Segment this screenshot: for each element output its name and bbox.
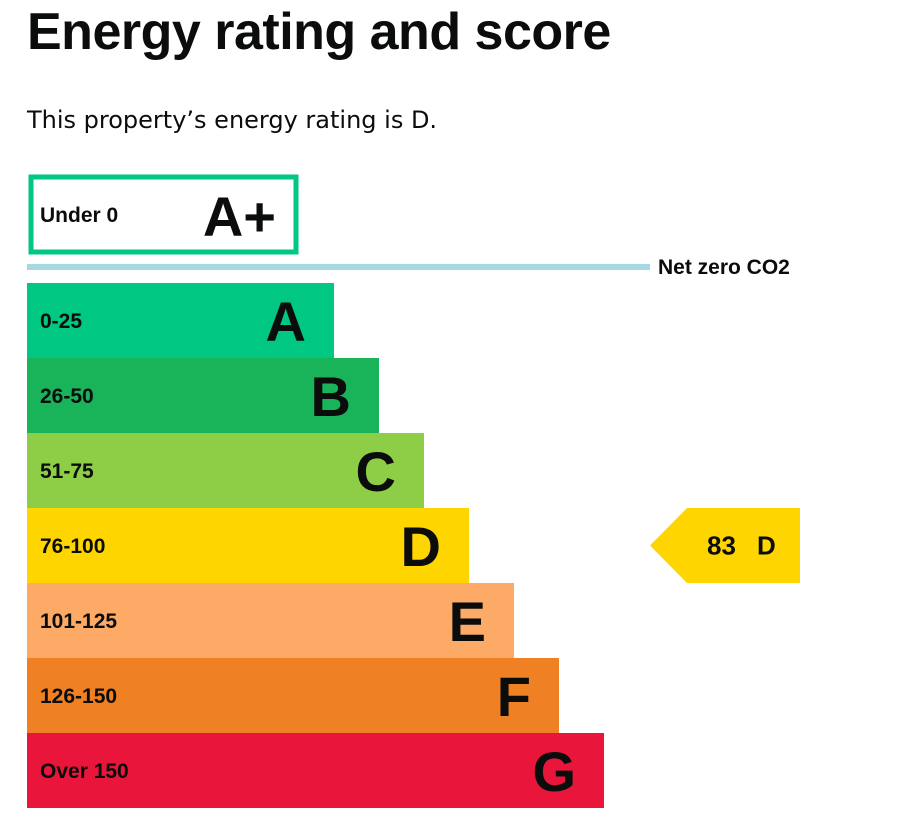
- current-score-value: 83: [707, 531, 736, 561]
- energy-rating-summary: This property’s energy rating is D.: [27, 106, 438, 134]
- band-c-bar: [27, 433, 424, 508]
- current-rating-arrow: [650, 508, 800, 583]
- band-d-range: 76-100: [40, 535, 105, 558]
- band-g-range: Over 150: [40, 760, 129, 783]
- band-f-bar: [27, 658, 559, 733]
- current-rating-letter: D: [757, 531, 776, 561]
- page-title: Energy rating and score: [27, 3, 611, 61]
- band-g-letter: G: [532, 740, 576, 803]
- band-d-bar: [27, 508, 469, 583]
- net-zero-label: Net zero CO2: [658, 256, 790, 279]
- band-c-range: 51-75: [40, 460, 94, 483]
- band-a-plus-outline: [28, 174, 299, 255]
- band-a-range: 0-25: [40, 310, 82, 333]
- band-f-letter: F: [497, 665, 531, 728]
- band-g-bar: [27, 733, 604, 808]
- band-c-letter: C: [356, 440, 396, 503]
- band-b-bar: [27, 358, 379, 433]
- band-a-letter: A: [266, 290, 306, 353]
- band-a-plus-range: Under 0: [40, 204, 118, 227]
- band-a-bar: [27, 283, 334, 358]
- band-e-bar: [27, 583, 514, 658]
- band-a-plus-letter: A+: [203, 185, 276, 248]
- band-f-range: 126-150: [40, 685, 117, 708]
- band-e-letter: E: [449, 590, 486, 653]
- band-e-range: 101-125: [40, 610, 117, 633]
- band-d-letter: D: [401, 515, 441, 578]
- band-b-range: 26-50: [40, 385, 94, 408]
- band-b-letter: B: [311, 365, 351, 428]
